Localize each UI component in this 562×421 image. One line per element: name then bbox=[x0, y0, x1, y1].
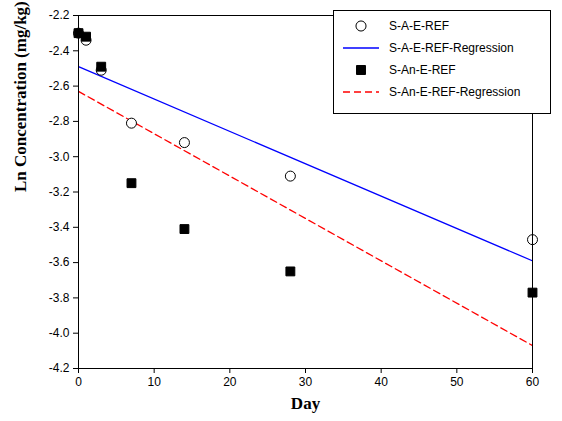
svg-text:-2.2: -2.2 bbox=[49, 8, 70, 22]
svg-text:-3.2: -3.2 bbox=[49, 185, 70, 199]
svg-text:-4.0: -4.0 bbox=[49, 326, 70, 340]
svg-text:0: 0 bbox=[75, 375, 82, 389]
svg-text:-3.4: -3.4 bbox=[49, 220, 70, 234]
svg-text:60: 60 bbox=[526, 375, 540, 389]
svg-text:S-An-E-REF-Regression: S-An-E-REF-Regression bbox=[389, 85, 520, 99]
svg-text:Day: Day bbox=[291, 394, 321, 413]
svg-text:-2.8: -2.8 bbox=[49, 114, 70, 128]
svg-text:-3.0: -3.0 bbox=[49, 150, 70, 164]
svg-text:50: 50 bbox=[450, 375, 464, 389]
svg-text:-3.6: -3.6 bbox=[49, 255, 70, 269]
svg-text:10: 10 bbox=[147, 375, 161, 389]
svg-text:-2.4: -2.4 bbox=[49, 44, 70, 58]
svg-text:S-A-E-REF: S-A-E-REF bbox=[389, 19, 449, 33]
svg-text:30: 30 bbox=[299, 375, 313, 389]
svg-text:Ln Concentration (mg/kg): Ln Concentration (mg/kg) bbox=[11, 1, 30, 192]
svg-text:-4.2: -4.2 bbox=[49, 361, 70, 375]
svg-text:40: 40 bbox=[374, 375, 388, 389]
svg-text:-2.6: -2.6 bbox=[49, 79, 70, 93]
svg-text:20: 20 bbox=[223, 375, 237, 389]
svg-text:S-An-E-REF: S-An-E-REF bbox=[389, 63, 456, 77]
svg-text:S-A-E-REF-Regression: S-A-E-REF-Regression bbox=[389, 41, 514, 55]
svg-text:-3.8: -3.8 bbox=[49, 291, 70, 305]
